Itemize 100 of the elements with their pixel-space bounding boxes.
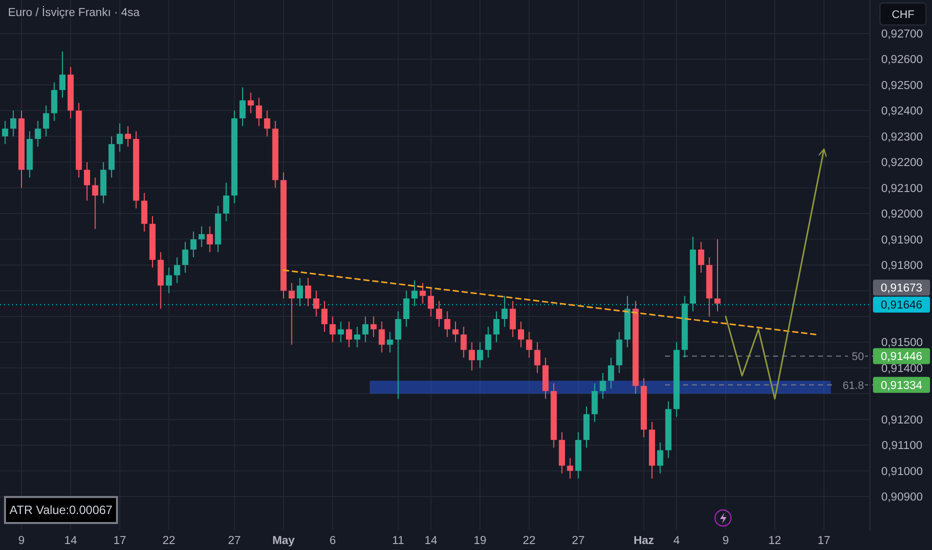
candlestick <box>493 310 500 343</box>
candlestick <box>452 321 459 343</box>
candlestick <box>2 120 8 145</box>
y-tick-label: 0,92200 <box>881 157 923 170</box>
y-tick-label: 0,92300 <box>881 131 923 144</box>
candlestick <box>198 226 205 248</box>
candlestick <box>592 382 598 422</box>
candlestick <box>411 280 418 307</box>
candlestick <box>476 342 484 368</box>
candlestick <box>714 238 721 312</box>
candlestick <box>468 342 475 371</box>
y-tick-label: 0,92700 <box>881 28 923 40</box>
x-tick-label: 12 <box>768 535 782 547</box>
candlestick <box>567 457 574 480</box>
x-tick-label: 9 <box>18 535 25 547</box>
candlestick <box>510 300 516 338</box>
candlestick <box>288 282 295 346</box>
candlestick <box>313 290 320 317</box>
candlestick <box>296 277 303 307</box>
y-tick-label: 0,91200 <box>881 414 923 426</box>
x-tick-label: 14 <box>64 535 78 547</box>
x-tick-label: Haz <box>634 535 654 547</box>
candlestick <box>485 326 492 358</box>
x-tick-label: 11 <box>392 535 404 547</box>
candlestick <box>502 295 508 328</box>
candlestick <box>698 241 704 274</box>
candlestick <box>395 310 402 400</box>
candlestick <box>206 226 213 253</box>
candlestick <box>59 50 66 98</box>
y-tick-label: 0,91800 <box>881 260 923 272</box>
candlestick <box>174 256 180 284</box>
y-axis-title: CHF <box>892 9 915 21</box>
y-tick-label: 0,91900 <box>881 234 923 246</box>
candlestick <box>346 321 352 348</box>
candlestick <box>354 326 360 348</box>
candlestick <box>608 357 614 389</box>
candlestick <box>526 331 532 358</box>
candlestick <box>264 110 270 137</box>
y-tick-label: 0,92600 <box>881 54 923 66</box>
y-tick-label: 0,91100 <box>882 440 922 452</box>
text: 0,91673 <box>880 282 922 295</box>
candlestick <box>436 300 442 328</box>
candlestick <box>518 321 524 348</box>
y-tick-label: 0,91500 <box>881 337 923 350</box>
candlestick <box>166 267 172 294</box>
candlestick <box>600 372 606 400</box>
x-tick-label: 6 <box>329 535 336 547</box>
candlestick <box>51 82 58 122</box>
x-tick-label: 14 <box>424 535 438 547</box>
candlestick <box>190 231 197 258</box>
candlestick <box>403 290 410 328</box>
y-tick-label: 0,91000 <box>881 466 923 478</box>
x-tick-label: 27 <box>572 535 585 547</box>
candlestick <box>10 110 16 137</box>
y-tick-label: 0,91400 <box>881 362 923 375</box>
x-tick-label: 17 <box>818 535 830 547</box>
x-tick-label: 22 <box>162 535 176 547</box>
ref-line-label: 0,91446 <box>880 351 922 364</box>
candlestick <box>428 288 434 317</box>
annotation: 61.8 <box>842 380 864 392</box>
y-tick-label: 0,90900 <box>881 492 923 504</box>
candlestick <box>116 122 123 152</box>
candlestick <box>370 316 377 338</box>
candlestick <box>657 442 664 474</box>
y-tick-label: 0,92100 <box>881 182 923 195</box>
x-tick-label: 17 <box>113 535 126 547</box>
candlestick <box>240 86 246 127</box>
candlestick <box>338 321 344 343</box>
candlestick <box>84 162 90 202</box>
candlestick <box>248 92 254 114</box>
candlestick <box>420 282 426 304</box>
candlestick <box>223 182 230 222</box>
x-tick-label: 4 <box>673 535 680 547</box>
ref-line-label: 0,91334 <box>880 380 923 392</box>
candlestick <box>330 316 336 343</box>
x-tick-label: 19 <box>474 535 486 547</box>
x-tick-label: 22 <box>522 535 536 547</box>
candlestick <box>534 342 540 374</box>
candlestick <box>182 241 188 274</box>
annotation: 50 <box>852 351 864 364</box>
x-tick-label: May <box>272 535 296 547</box>
candlestick <box>124 126 132 148</box>
candlestick <box>34 120 41 148</box>
candlestick <box>386 331 394 353</box>
candlestick <box>321 300 328 332</box>
candlestick <box>305 277 312 307</box>
ref-line-label: 0,91646 <box>880 300 922 312</box>
x-tick-label: 27 <box>228 535 241 547</box>
annotation: ATR Value:0.00067 <box>10 503 113 517</box>
candlestick <box>256 97 262 127</box>
candlestick <box>141 192 148 232</box>
candlestick <box>444 310 450 338</box>
text: Euro / İsviçre Frankı · 4sa <box>8 6 140 19</box>
candlestick <box>378 321 385 353</box>
candlestick <box>362 316 368 343</box>
x-tick-label: 9 <box>722 535 729 547</box>
y-tick-label: 0,92400 <box>881 106 923 118</box>
candlestick <box>92 177 98 230</box>
y-tick-label: 0,92500 <box>881 80 923 92</box>
candlestick <box>42 104 50 137</box>
